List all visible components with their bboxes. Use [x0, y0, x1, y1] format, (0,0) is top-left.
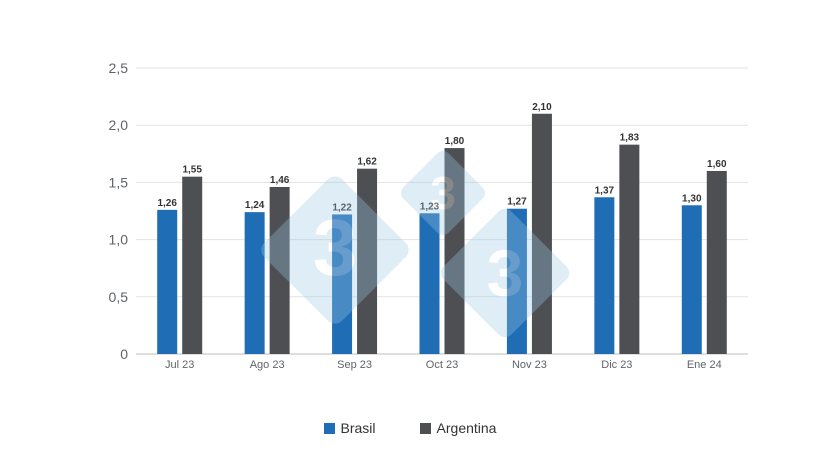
bar-argentina — [182, 176, 203, 354]
legend-label-brasil: Brasil — [340, 420, 376, 436]
bars — [157, 113, 727, 354]
bar-argentina — [357, 168, 378, 354]
y-tick-label: 0 — [120, 346, 128, 362]
data-label-brasil: 1,24 — [245, 200, 265, 211]
legend-swatch-brasil — [323, 422, 335, 434]
data-label-brasil: 1,23 — [420, 201, 440, 212]
legend-item-brasil[interactable]: Brasil — [323, 420, 376, 436]
data-label-brasil: 1,30 — [682, 193, 702, 204]
data-label-brasil: 1,22 — [332, 202, 352, 213]
x-tick-label: Jul 23 — [165, 359, 194, 371]
data-label-argentina: 1,62 — [357, 157, 377, 168]
bar-argentina — [269, 186, 290, 354]
bar-brasil — [681, 205, 702, 354]
data-label-argentina: 1,55 — [182, 165, 202, 176]
bar-brasil — [157, 209, 178, 354]
bar-brasil — [506, 208, 527, 354]
y-tick-label: 1,0 — [109, 232, 129, 248]
y-tick-label: 1,5 — [109, 174, 129, 190]
y-tick-label: 2,5 — [109, 60, 129, 76]
bar-brasil — [419, 213, 440, 354]
data-label-argentina: 1,46 — [270, 175, 290, 186]
data-labels: 1,26 1,55 1,24 1,46 1,22 1,62 1,23 1,80 1,27 2,10… — [157, 102, 726, 214]
x-tick-label: Dic 23 — [601, 359, 632, 371]
data-label-argentina: 2,10 — [532, 102, 552, 113]
data-label-argentina: 1,83 — [620, 133, 640, 144]
x-tick-label: Nov 23 — [512, 359, 547, 371]
legend-item-argentina[interactable]: Argentina — [419, 420, 497, 436]
bar-argentina — [444, 148, 465, 354]
data-label-brasil: 1,37 — [595, 185, 615, 196]
data-label-brasil: 1,27 — [507, 197, 527, 208]
legend: Brasil Argentina — [0, 420, 820, 436]
data-label-brasil: 1,26 — [157, 198, 177, 209]
bar-argentina — [531, 113, 552, 354]
bar-brasil — [594, 197, 615, 354]
y-tick-label: 2,0 — [109, 117, 129, 133]
bar-brasil — [244, 212, 265, 354]
legend-swatch-argentina — [419, 422, 431, 434]
y-tick-label: 0,5 — [109, 289, 129, 305]
x-tick-label: Ago 23 — [250, 359, 285, 371]
x-tick-label: Oct 23 — [426, 359, 458, 371]
grid-lines — [136, 67, 748, 355]
bar-argentina — [706, 170, 727, 354]
legend-label-argentina: Argentina — [436, 420, 497, 436]
bar-brasil — [332, 214, 353, 354]
data-label-argentina: 1,80 — [445, 136, 465, 147]
y-axis-ticks: 0 0,5 1,0 1,5 2,0 2,5 — [109, 60, 129, 362]
x-axis-ticks: Jul 23 Ago 23 Sep 23 Oct 23 Nov 23 Dic 23 Ene … — [165, 359, 722, 371]
x-tick-label: Ene 24 — [687, 359, 722, 371]
data-label-argentina: 1,60 — [707, 159, 727, 170]
x-tick-label: Sep 23 — [337, 359, 372, 371]
bar-argentina — [619, 144, 640, 354]
